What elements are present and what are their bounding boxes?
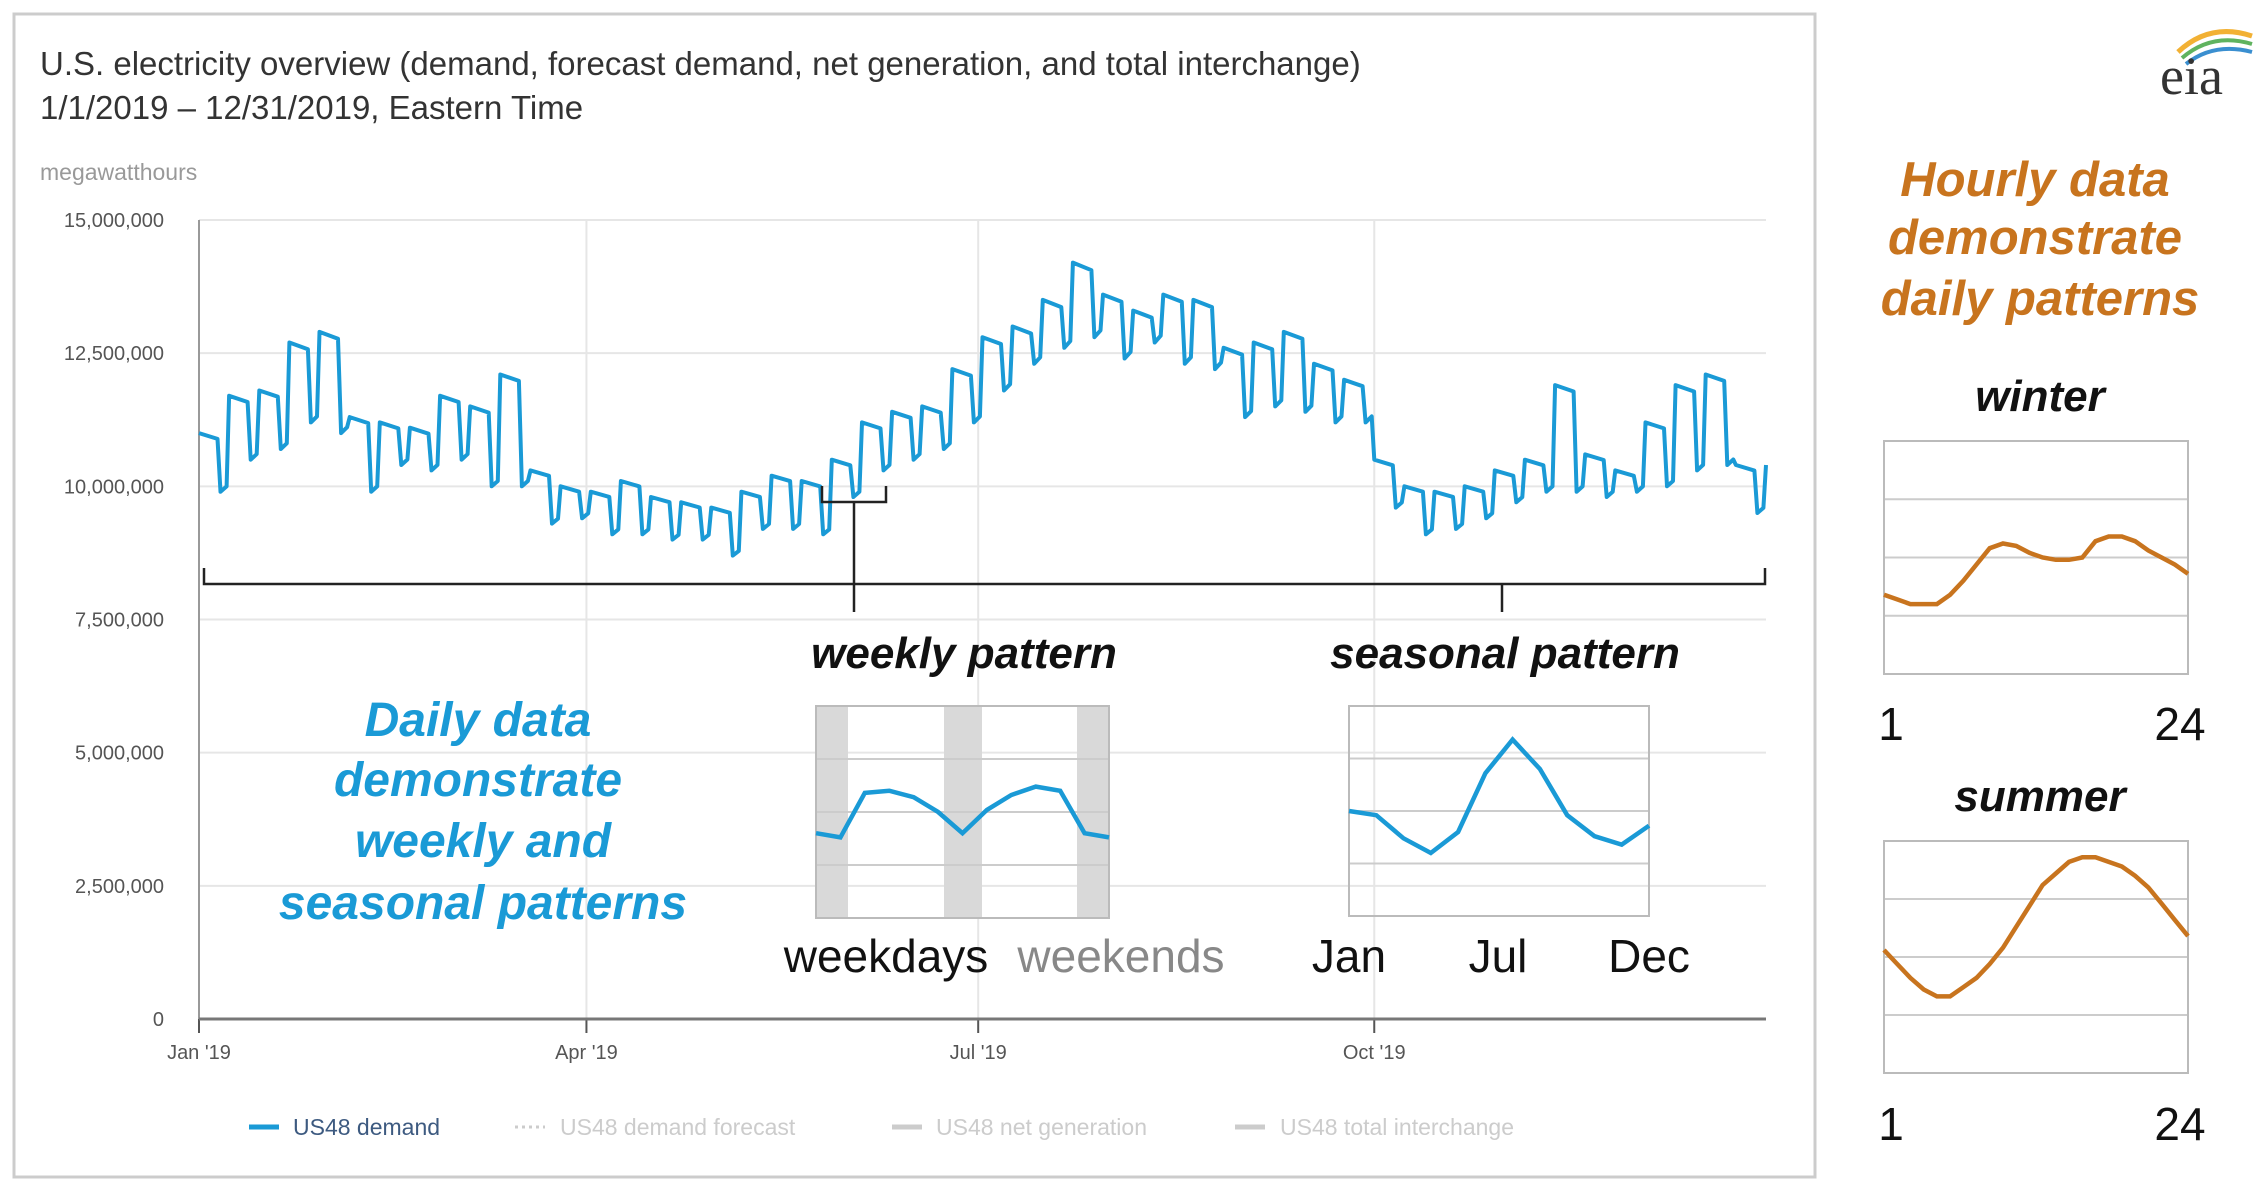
hour-1-label: 1 [1878,698,1904,750]
weekdays-label: weekdays [783,930,989,982]
y-tick-label: 15,000,000 [64,210,164,232]
daily-annotation-line: seasonal patterns [279,877,687,930]
hourly-annotation-line: demonstrate [1888,211,2182,265]
legend-label: US48 demand [293,1114,440,1140]
dec-label: Dec [1608,930,1690,982]
hour-1-label: 1 [1878,1098,1904,1150]
chart-frame [12,12,1817,1179]
jan-label: Jan [1312,930,1386,982]
inset-border [1883,440,2189,675]
seasonal-inset: Jan Jul Dec [1312,705,1690,982]
logo-text: eia [2160,46,2223,106]
y-tick-label: 5,000,000 [75,743,164,765]
summer-inset: summer 1 24 [1878,772,2205,1150]
weekly-inset: weekdays weekends [783,705,1225,982]
legend: US48 demand US48 demand forecast US48 ne… [249,1114,1514,1140]
y-tick-label: 7,500,000 [75,610,164,632]
chart-subtitle: 1/1/2019 – 12/31/2019, Eastern Time [40,89,583,126]
legend-item-us48-demand-forecast[interactable]: US48 demand forecast [515,1114,796,1140]
winter-title: winter [1975,372,2107,421]
summer-hourly-line [1882,854,2190,999]
legend-label: US48 demand forecast [560,1114,796,1140]
hourly-annotation: Hourly data demonstrate daily patterns [1881,153,2200,326]
series-us48-demand [198,260,1768,558]
winter-hourly-line [1883,534,2190,607]
inset-border [1883,840,2189,1074]
weekly-pattern-label: weekly pattern [811,629,1117,678]
hour-24-label: 24 [2154,698,2205,750]
y-tick-label: 12,500,000 [64,343,164,365]
summer-title: summer [1954,772,2128,821]
eia-logo: eia [2160,29,2253,106]
annotation-brackets [202,486,1767,612]
y-axis-label: megawatthours [40,159,197,185]
y-axis: 0 2,500,000 5,000,000 7,500,000 10,000,000 12… [64,210,164,1031]
y-tick-label: 10,000,000 [64,476,164,498]
daily-annotation-line: Daily data [365,694,592,747]
legend-item-us48-net-generation[interactable]: US48 net generation [892,1114,1147,1140]
seasonal-bracket [202,568,1767,586]
legend-label: US48 net generation [936,1114,1147,1140]
legend-item-us48-total-interchange[interactable]: US48 total interchange [1235,1114,1514,1140]
x-axis: Jan '19 Apr '19 Jul '19 Oct '19 [167,220,1766,1064]
x-tick-label: Jul '19 [950,1042,1007,1064]
hourly-annotation-line: daily patterns [1881,272,2200,326]
daily-annotation: Daily data demonstrate weekly and season… [279,694,687,930]
hourly-annotation-line: Hourly data [1900,153,2170,207]
seasonal-pattern-label: seasonal pattern [1330,629,1680,678]
x-tick-label: Apr '19 [555,1042,618,1064]
weekly-inset-line [815,784,1110,840]
y-tick-label: 2,500,000 [75,876,164,898]
legend-label: US48 total interchange [1280,1114,1514,1140]
seasonal-inset-line [1348,736,1651,856]
chart-title: U.S. electricity overview (demand, forec… [40,45,1361,82]
x-tick-label: Oct '19 [1343,1042,1406,1064]
x-tick-label: Jan '19 [167,1042,231,1064]
daily-annotation-line: demonstrate [334,754,622,807]
daily-annotation-line: weekly and [355,815,613,868]
legend-item-us48-demand[interactable]: US48 demand [249,1114,440,1140]
winter-inset: winter 1 24 [1878,372,2205,750]
jul-label: Jul [1469,930,1528,982]
y-tick-label: 0 [153,1009,164,1031]
weekends-label: weekends [1016,930,1224,982]
inset-border [815,705,1110,919]
hour-24-label: 24 [2154,1098,2205,1150]
